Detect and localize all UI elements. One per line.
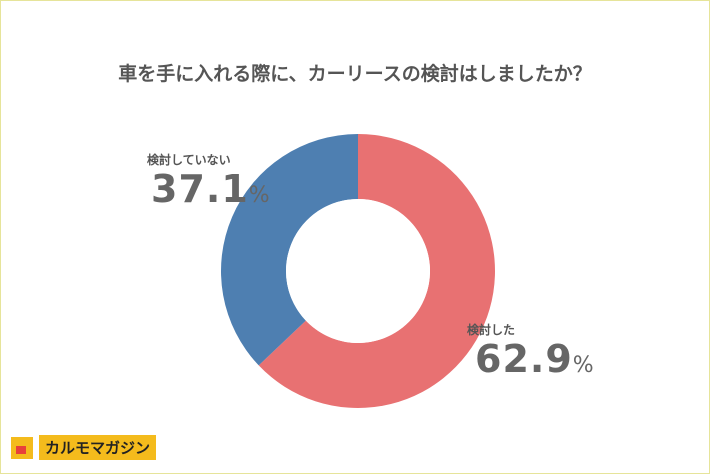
donut-hole: [290, 203, 426, 339]
logo-text: カルモマガジン: [39, 435, 157, 460]
label-considered: 検討した: [467, 323, 516, 337]
value-considered: 62.9%: [475, 337, 595, 381]
label-not-considered: 検討していない: [147, 153, 231, 167]
donut-slice-1: [220, 134, 358, 366]
logo: カルモマガジン: [11, 435, 157, 460]
logo-car-icon: [11, 436, 33, 459]
inner-ring: [286, 199, 430, 343]
value-not-considered: 37.1%: [151, 167, 271, 211]
chart-title: 車を手に入れる際に、カーリースの検討はしましたか？: [118, 63, 592, 85]
donut-slice-0: [258, 134, 495, 408]
